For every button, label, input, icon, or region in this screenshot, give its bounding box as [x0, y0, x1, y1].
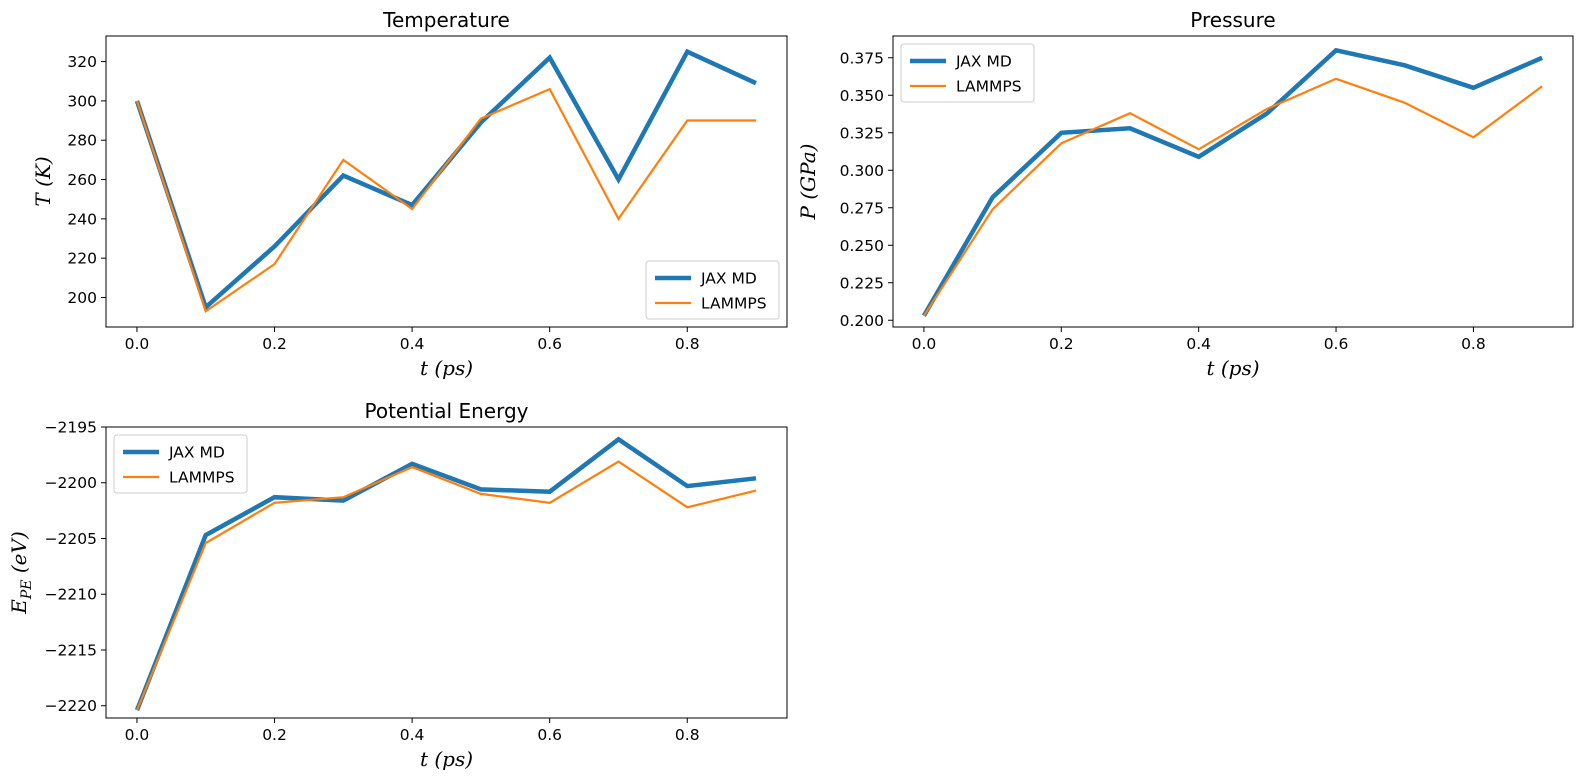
y-tick-label: 0.250 [840, 237, 884, 255]
y-tick-label: −2220 [45, 697, 97, 715]
y-tick-label: 220 [67, 250, 97, 268]
legend-label: JAX MD [168, 444, 225, 462]
x-tick-label: 0.4 [400, 335, 425, 353]
x-tick-label: 0.2 [1049, 335, 1074, 353]
y-tick-label: 0.325 [840, 124, 884, 142]
y-tick-label: 0.300 [840, 162, 884, 180]
y-tick-label: 0.375 [840, 49, 884, 67]
series-line-lammps [135, 460, 757, 711]
x-tick-label: 0.8 [1461, 335, 1486, 353]
legend-label: LAMMPS [956, 78, 1022, 96]
y-tick-label: 300 [67, 92, 97, 110]
chart-panel-1: Pressure 0.0 0.2 0.4 0.6 0.8 0.200 0.225 0.250 0.… [796, 8, 1574, 380]
series-line-lammps [135, 87, 756, 314]
y-tick-label: 0.350 [840, 87, 884, 105]
chart-title: Potential Energy [365, 399, 529, 423]
x-tick-label: 0.4 [1186, 335, 1211, 353]
x-tick-label: 0.6 [537, 726, 562, 744]
x-tick-label: 0.4 [400, 726, 425, 744]
legend: JAX MD LAMMPS [645, 260, 780, 320]
x-tick-label: 0.6 [1324, 335, 1349, 353]
y-tick-label: 0.275 [840, 199, 884, 217]
series-line-jax-md [921, 47, 1544, 317]
axes-frame [892, 35, 1574, 328]
chart-panel-2: Potential Energy 0.0 0.2 0.4 0.6 0.8 −2220 −221… [7, 399, 788, 771]
chart-panel-0: Temperature 0.0 0.2 0.4 0.6 0.8 200 220 240 260 28… [31, 8, 788, 380]
legend-label: JAX MD [700, 270, 757, 288]
x-axis-label: t (ps) [1206, 356, 1259, 380]
x-axis-label: t (ps) [420, 747, 473, 771]
x-tick-label: 0.0 [912, 335, 937, 353]
y-axis-label: EPE (eV) [7, 531, 35, 615]
legend-label: LAMMPS [701, 295, 767, 313]
chart-title: Temperature [382, 8, 510, 32]
legend: JAX MD LAMMPS [113, 434, 248, 494]
y-tick-label: −2200 [45, 474, 97, 492]
y-tick-label: 280 [67, 132, 97, 150]
y-tick-label: 0.225 [840, 274, 884, 292]
axes-frame [105, 426, 788, 719]
series-line-lammps [922, 77, 1543, 317]
legend-label: JAX MD [955, 53, 1012, 71]
y-tick-label: −2215 [45, 641, 97, 659]
x-tick-label: 0.2 [262, 335, 287, 353]
legend-label: LAMMPS [169, 469, 235, 487]
x-tick-label: 0.6 [537, 335, 562, 353]
series-line-jax-md [134, 436, 757, 712]
y-tick-label: 240 [67, 210, 97, 228]
y-tick-label: −2195 [45, 419, 97, 437]
x-tick-label: 0.0 [125, 335, 150, 353]
y-tick-label: 320 [67, 53, 97, 71]
y-axis-label: P (GPa) [796, 144, 820, 221]
chart-title: Pressure [1190, 8, 1275, 32]
x-tick-label: 0.0 [125, 726, 150, 744]
legend: JAX MD LAMMPS [900, 43, 1035, 103]
x-tick-label: 0.8 [675, 726, 700, 744]
legend-box [113, 434, 248, 494]
y-axis-label: T (K) [31, 156, 55, 206]
x-tick-label: 0.8 [675, 335, 700, 353]
y-tick-label: −2205 [45, 530, 97, 548]
y-tick-label: 0.200 [840, 312, 884, 330]
legend-box [900, 43, 1035, 103]
axes-frame [105, 35, 788, 328]
legend-box [645, 260, 780, 320]
y-tick-label: −2210 [45, 586, 97, 604]
y-tick-label: 200 [67, 289, 97, 307]
x-axis-label: t (ps) [420, 356, 473, 380]
y-tick-label: 260 [67, 171, 97, 189]
x-tick-label: 0.2 [262, 726, 287, 744]
